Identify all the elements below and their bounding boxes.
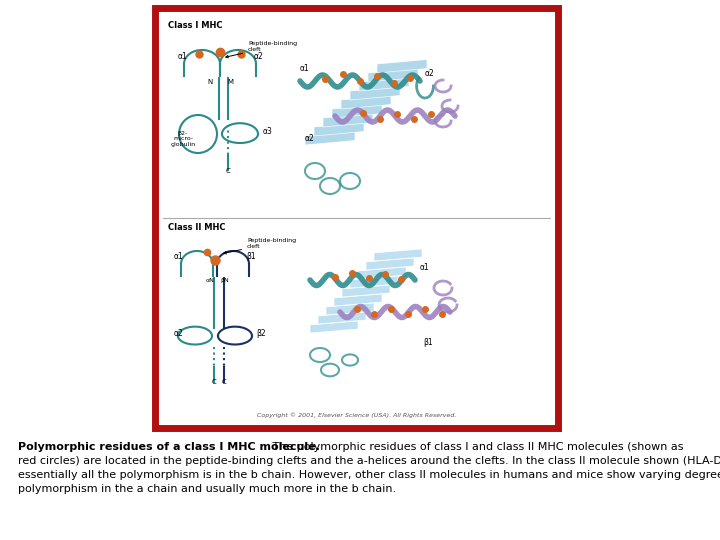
Polygon shape — [358, 267, 406, 279]
Text: M: M — [227, 79, 233, 85]
Text: α2: α2 — [173, 329, 183, 338]
Polygon shape — [341, 96, 391, 109]
Text: β1: β1 — [423, 338, 433, 347]
Text: The polymorphic residues of class I and class II MHC molecules (shown as: The polymorphic residues of class I and … — [269, 442, 684, 452]
Text: Polymorphic residues of a class I MHC molecule.: Polymorphic residues of a class I MHC mo… — [18, 442, 320, 452]
Text: Class I MHC: Class I MHC — [168, 21, 222, 30]
Polygon shape — [350, 276, 398, 288]
Polygon shape — [323, 113, 373, 127]
Text: α2: α2 — [425, 69, 435, 78]
Bar — [155, 8, 558, 428]
Polygon shape — [366, 258, 414, 270]
Polygon shape — [377, 59, 427, 73]
Text: β2-
micro-
globulin: β2- micro- globulin — [171, 131, 196, 147]
Polygon shape — [326, 303, 374, 315]
Text: α1: α1 — [420, 263, 430, 272]
Text: α2: α2 — [253, 52, 263, 61]
Text: β1: β1 — [246, 252, 256, 261]
Polygon shape — [374, 249, 422, 261]
Text: Copyright © 2001, Elsevier Science (USA). All Rights Reserved.: Copyright © 2001, Elsevier Science (USA)… — [257, 413, 456, 418]
Text: C: C — [225, 168, 230, 174]
Text: Peptide-binding
cleft: Peptide-binding cleft — [224, 238, 296, 254]
Polygon shape — [310, 321, 358, 333]
Polygon shape — [342, 285, 390, 297]
Text: α2: α2 — [305, 134, 315, 143]
Polygon shape — [334, 294, 382, 306]
Polygon shape — [368, 69, 418, 82]
Polygon shape — [305, 132, 355, 145]
Text: αN: αN — [206, 278, 215, 283]
Polygon shape — [314, 123, 364, 136]
Text: α3: α3 — [263, 127, 273, 136]
Text: α1: α1 — [174, 252, 184, 261]
Polygon shape — [332, 105, 382, 118]
Text: C: C — [222, 380, 226, 386]
Text: α1: α1 — [177, 52, 187, 61]
Text: Class II MHC: Class II MHC — [168, 223, 225, 232]
Text: βN: βN — [220, 278, 230, 283]
Polygon shape — [318, 312, 366, 324]
Text: C: C — [212, 380, 217, 386]
Text: polymorphism in the a chain and usually much more in the b chain.: polymorphism in the a chain and usually … — [18, 484, 396, 494]
Text: α1: α1 — [300, 64, 310, 73]
Text: β2: β2 — [256, 329, 266, 338]
Polygon shape — [350, 86, 400, 100]
Polygon shape — [359, 78, 409, 91]
Text: red circles) are located in the peptide-binding clefts and the a-helices around : red circles) are located in the peptide-… — [18, 456, 720, 466]
Text: essentially all the polymorphism is in the b chain. However, other class II mole: essentially all the polymorphism is in t… — [18, 470, 720, 480]
Text: Peptide-binding
cleft: Peptide-binding cleft — [226, 41, 297, 58]
Text: N: N — [207, 79, 212, 85]
